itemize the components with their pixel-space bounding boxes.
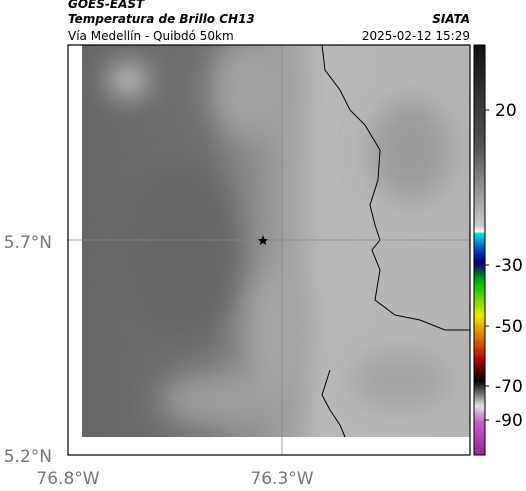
source: SIATA [432, 12, 470, 26]
location-marker [258, 235, 268, 245]
timestamp: 2025-02-12 15:29 [362, 29, 470, 43]
colorbar-tick: -90 [495, 411, 523, 431]
colorbar [473, 44, 486, 456]
lat-label: 5.2°N [4, 447, 52, 467]
map-frame [67, 44, 471, 456]
lon-label: 76.3°W [250, 469, 313, 489]
route: Vía Medellín - Quibdó 50km [68, 29, 234, 43]
colorbar-tick: -30 [495, 256, 523, 276]
subtitle: Temperatura de Brillo CH13 [68, 12, 255, 26]
colorbar-tick: 20 [495, 101, 517, 121]
colorbar-tick: -70 [495, 377, 523, 397]
satellite-image [82, 45, 470, 437]
colorbar-tick: -50 [495, 317, 523, 337]
lon-label: 76.8°W [36, 469, 99, 489]
lat-label: 5.7°N [4, 233, 52, 253]
title: GOES-EAST [68, 0, 145, 11]
